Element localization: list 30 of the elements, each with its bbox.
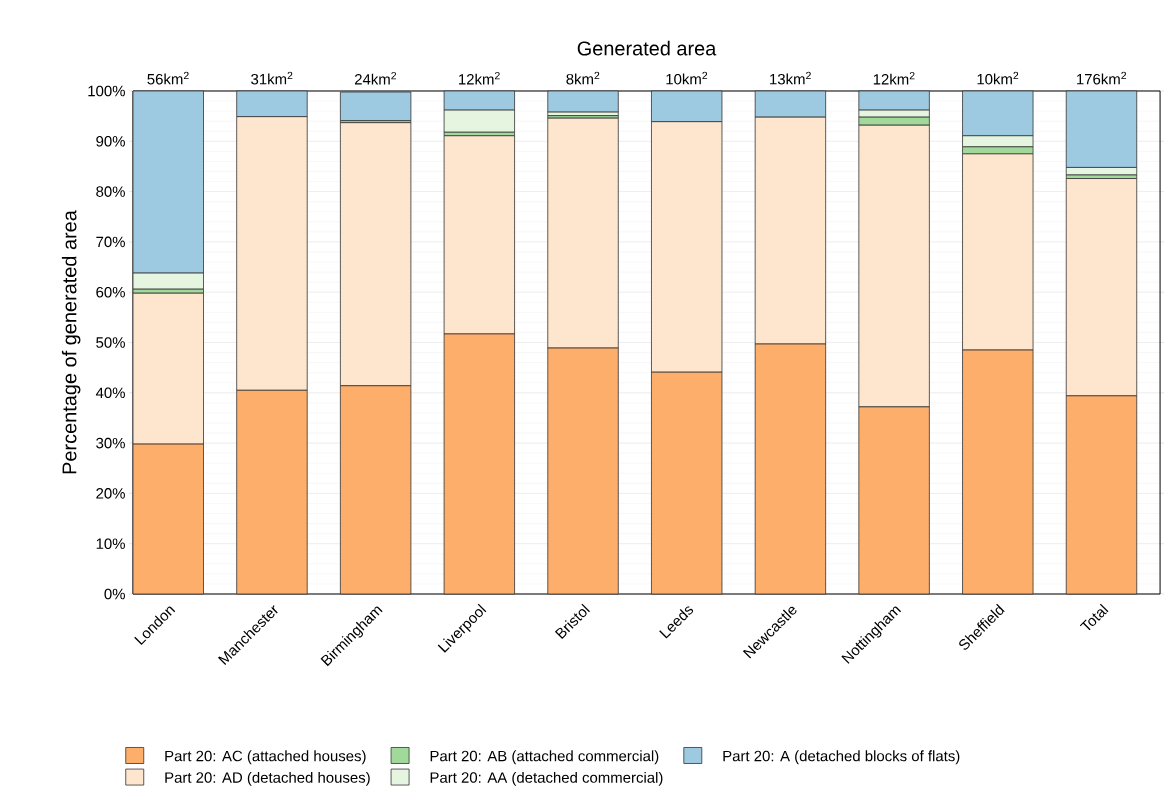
y-tick-label: 20% — [96, 488, 125, 499]
annotation: 10km$^{2}$ — [666, 71, 708, 85]
legend-label: Part 20: AC (attached houses) — [165, 750, 366, 765]
annotation: 12km$^{2}$ — [873, 71, 915, 85]
y-tick-label: 80% — [96, 186, 125, 197]
y-tick-label: 70% — [96, 236, 125, 248]
y-tick-label: 90% — [96, 136, 125, 147]
y-tick-label: 30% — [96, 437, 125, 449]
y-tick-label: 10% — [96, 538, 125, 549]
annotation: 10km$^{2}$ — [977, 71, 1019, 85]
annotation: 8km$^{2}$ — [566, 71, 600, 85]
annotation: 12km$^{2}$ — [459, 71, 500, 85]
legend-label: Part 20: A (detached blocks of flats) — [723, 750, 960, 765]
y-axis-title: Percentage of generated area — [61, 210, 81, 474]
bar — [339, 91, 412, 122]
chart-title: Generated area — [577, 40, 717, 56]
y-tick-label: 0% — [104, 588, 125, 600]
legend-label: Part 20: AA (detached commercial) — [430, 771, 663, 786]
annotation: 24km$^{2}$ — [354, 71, 397, 85]
legend-label: Part 20: AB (attached commercial) — [430, 750, 659, 765]
annotation: 13km$^{2}$ — [770, 71, 811, 85]
legend-label: Part 20: AD (detached houses) — [165, 771, 370, 786]
y-tick-label: 50% — [96, 337, 125, 348]
y-tick-label: 100% — [88, 85, 125, 97]
y-tick-label: 60% — [96, 286, 125, 298]
annotation: 56km$^{2}$ — [147, 71, 189, 85]
bar — [547, 90, 619, 113]
annotation: 31km$^{2}$ — [251, 71, 293, 85]
y-tick-label: 40% — [95, 387, 125, 399]
annotation: 176km$^{2}$ — [1077, 71, 1127, 85]
